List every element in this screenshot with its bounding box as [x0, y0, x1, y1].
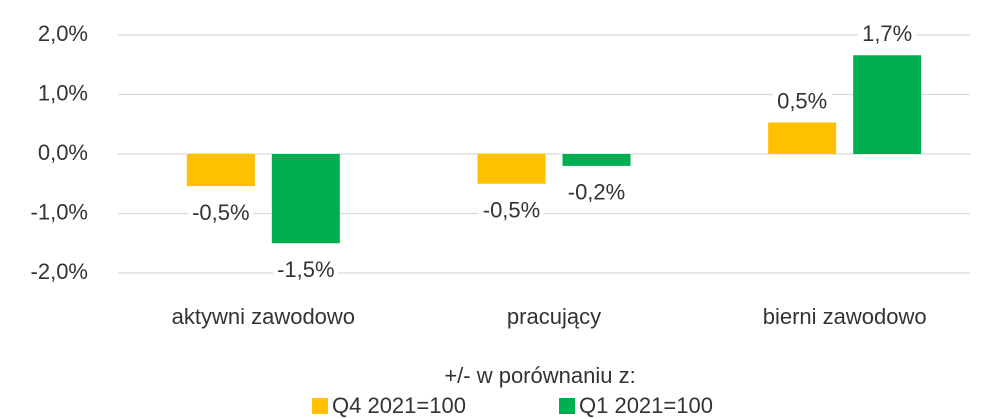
data-label: -0,2%: [568, 180, 625, 205]
y-tick-label: 0,0%: [38, 140, 88, 165]
bar: [768, 122, 837, 154]
data-label: 1,7%: [862, 21, 912, 46]
bar: [477, 154, 546, 184]
y-tick-label: 2,0%: [38, 21, 88, 46]
bar: [562, 154, 631, 166]
bar: [186, 154, 255, 187]
label-background: [273, 257, 339, 283]
data-label: -1,5%: [277, 257, 334, 282]
data-label: 0,5%: [777, 88, 827, 113]
legend-title: +/- w porównaniu z:: [444, 363, 635, 388]
legend-label: Q4 2021=100: [332, 393, 466, 418]
y-tick-label: -1,0%: [31, 199, 88, 224]
legend-swatch: [559, 398, 575, 414]
label-background: [188, 199, 254, 225]
legend-swatch: [312, 398, 328, 414]
x-tick-label: aktywni zawodowo: [172, 304, 355, 329]
bar: [271, 154, 340, 244]
x-tick-label: bierni zawodowo: [763, 304, 927, 329]
label-background: [858, 21, 917, 47]
label-background: [563, 179, 630, 205]
data-label: -0,5%: [192, 200, 249, 225]
legend-label: Q1 2021=100: [579, 393, 713, 418]
y-tick-label: -2,0%: [31, 259, 88, 284]
x-tick-label: pracujący: [507, 304, 601, 329]
label-background: [773, 88, 832, 114]
data-label: -0,5%: [483, 198, 540, 223]
y-tick-label: 1,0%: [38, 80, 88, 105]
bar: [853, 55, 922, 155]
label-background: [478, 197, 545, 223]
